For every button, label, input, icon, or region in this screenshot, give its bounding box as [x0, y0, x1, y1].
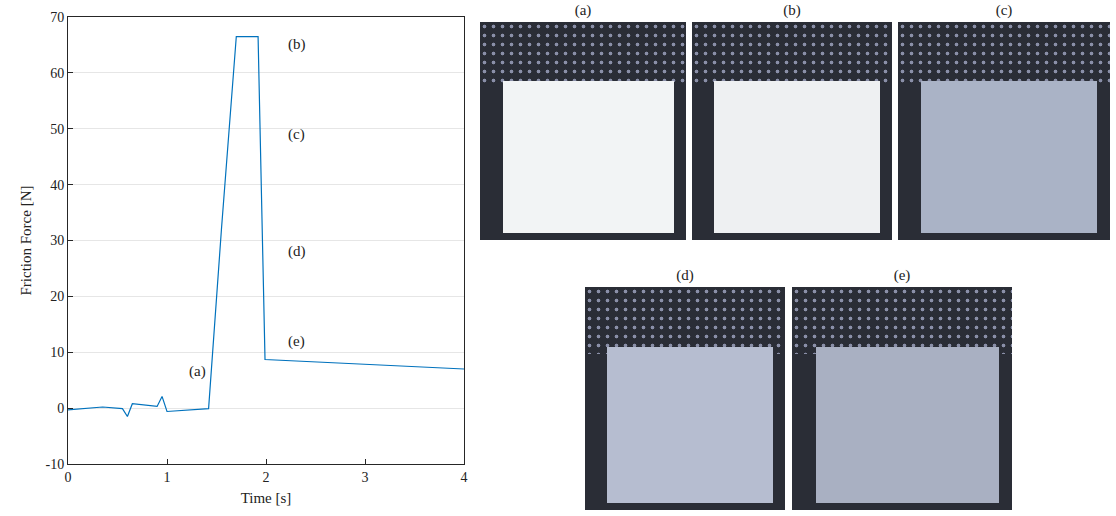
html-text:(a): (a): [574, 2, 592, 18]
svg-text:-10: -10: [46, 457, 65, 472]
svg-text:50: 50: [50, 122, 64, 137]
svg-text:3: 3: [362, 470, 369, 485]
svg-text:30: 30: [50, 233, 64, 248]
svg-text:0: 0: [57, 401, 64, 416]
svg-text:(b): (b): [288, 36, 306, 53]
svg-text:(d): (d): [288, 243, 306, 260]
svg-text:1: 1: [164, 470, 171, 485]
svg-text:40: 40: [50, 178, 64, 193]
html-text:(c): (c): [995, 2, 1013, 18]
svg-text:20: 20: [50, 289, 64, 304]
svg-text:4: 4: [461, 470, 468, 485]
svg-text:Time [s]: Time [s]: [241, 490, 292, 506]
svg-text:60: 60: [50, 66, 64, 81]
svg-text:(c): (c): [288, 126, 305, 143]
svg-text:10: 10: [50, 345, 64, 360]
svg-text:(a): (a): [189, 363, 206, 380]
html-text:(e): (e): [893, 267, 911, 283]
svg-text:(e): (e): [288, 333, 305, 350]
svg-text:70: 70: [50, 10, 64, 25]
svg-text:Friction Force [N]: Friction Force [N]: [18, 186, 34, 296]
svg-text:2: 2: [263, 470, 270, 485]
svg-text:0: 0: [65, 470, 72, 485]
html-text:(d): (d): [676, 267, 694, 283]
html-text:(b): (b): [783, 2, 801, 18]
